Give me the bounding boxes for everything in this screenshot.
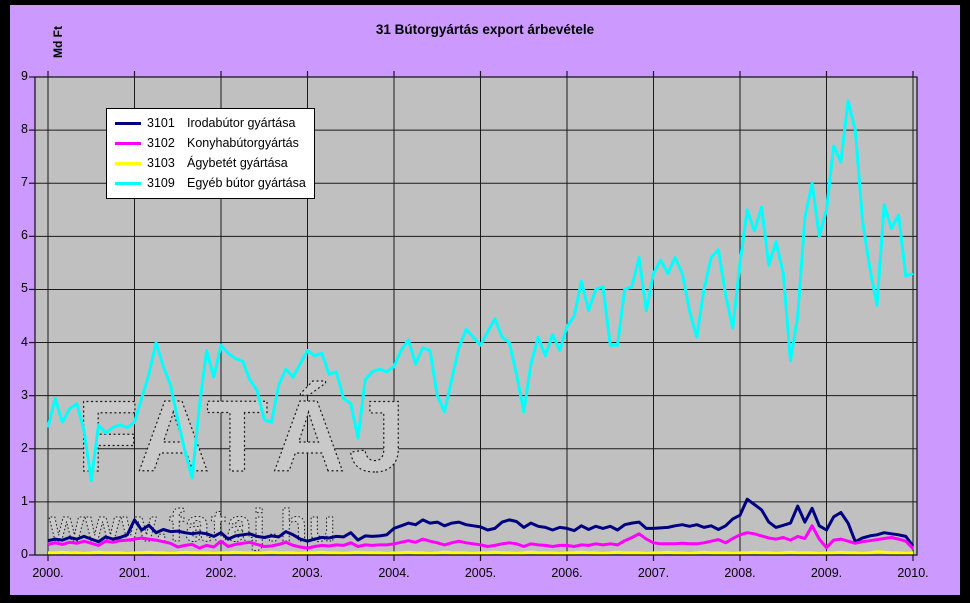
legend-swatch-3103 <box>115 161 141 165</box>
y-tick-label: 3 <box>21 387 28 402</box>
legend-series-label: Egyéb bútor gyártása <box>187 176 306 190</box>
x-tick-label: 2007. <box>637 566 670 580</box>
watermark-text-main: FATÁJ <box>77 381 409 493</box>
legend-series-code: 3101 <box>147 116 175 130</box>
legend-swatch-3102 <box>115 141 141 145</box>
legend-series-code: 3103 <box>147 156 175 170</box>
x-tick-label: 2010. <box>897 566 929 580</box>
series-line-3103 <box>48 550 914 555</box>
y-tick-label: 2 <box>21 440 28 455</box>
legend-series-label: Konyhabútorgyártás <box>187 136 299 150</box>
legend-item-3102: 3102 Konyhabútorgyártás <box>107 133 314 153</box>
series-line-3102 <box>47 524 915 550</box>
y-tick-label: 9 <box>21 69 28 83</box>
legend-item-3103: 3103 Ágybetét gyártása <box>107 153 314 173</box>
x-tick-label: 2004. <box>378 566 410 580</box>
legend: 3101 Irodabútor gyártása 3102 Konyhabúto… <box>106 108 315 199</box>
y-tick-label: 5 <box>21 281 28 296</box>
series-line-3109 <box>46 99 914 483</box>
legend-series-code: 3109 <box>147 176 175 190</box>
series-line-3101 <box>47 497 915 547</box>
x-tick-label: 2005. <box>464 566 497 580</box>
x-tick-label: 2002. <box>205 566 237 580</box>
y-tick-label: 6 <box>21 228 28 243</box>
chart-title: 31 Bútorgyártás export árbevétele <box>375 22 595 37</box>
x-tick-label: 2001. <box>118 566 151 580</box>
series-lines <box>46 99 915 555</box>
y-tick-label: 1 <box>21 493 28 508</box>
gridlines <box>35 77 917 555</box>
legend-swatch-3109 <box>115 181 141 185</box>
x-tick-label: 2006. <box>551 566 583 580</box>
plot-border <box>34 76 918 556</box>
y-axis-title: Md Ft <box>51 26 65 58</box>
y-tick-label: 0 <box>21 547 28 561</box>
legend-swatch-3101 <box>115 121 141 125</box>
legend-item-3109: 3109 Egyéb bútor gyártása <box>107 173 314 193</box>
x-tick-label: 2009. <box>810 566 843 580</box>
x-tick-label: 2008. <box>724 566 756 580</box>
legend-item-3101: 3101 Irodabútor gyártása <box>107 113 314 133</box>
y-tick-label: 4 <box>21 334 28 349</box>
legend-series-label: Irodabútor gyártása <box>187 116 296 130</box>
y-tick-label: 8 <box>21 122 28 137</box>
y-tick-label: 7 <box>21 175 28 190</box>
legend-series-label: Ágybetét gyártása <box>187 156 288 170</box>
axis-ticks <box>29 71 914 561</box>
legend-series-code: 3102 <box>147 136 175 150</box>
x-tick-label: 2000. <box>32 566 64 580</box>
x-tick-label: 2003. <box>291 566 324 580</box>
